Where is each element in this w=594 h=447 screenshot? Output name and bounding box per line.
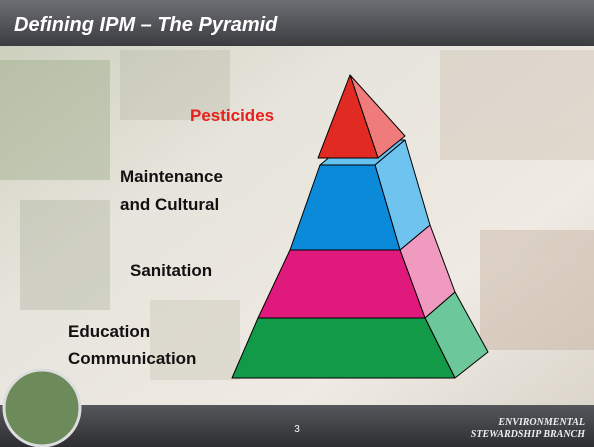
level-label: Communication: [68, 349, 196, 368]
header-bar: [0, 0, 594, 46]
level-label: Maintenance: [120, 167, 223, 186]
logo-photo: [2, 368, 82, 447]
level-label: Sanitation: [130, 261, 212, 280]
footer-bar: [0, 405, 594, 447]
page-number: 3: [294, 424, 300, 435]
photo-collage: [0, 50, 594, 380]
blue-front: [289, 164, 401, 251]
title: Defining IPM – The Pyramid: [14, 14, 278, 36]
level-label: and Cultural: [120, 195, 219, 214]
green-front: [231, 317, 456, 379]
level-label: Education: [68, 322, 150, 341]
brand-line: STEWARDSHIP BRANCH: [471, 429, 586, 440]
brand-line: ENVIRONMENTAL: [497, 417, 585, 428]
level-label: Pesticides: [190, 106, 274, 125]
red-front: [317, 74, 379, 159]
